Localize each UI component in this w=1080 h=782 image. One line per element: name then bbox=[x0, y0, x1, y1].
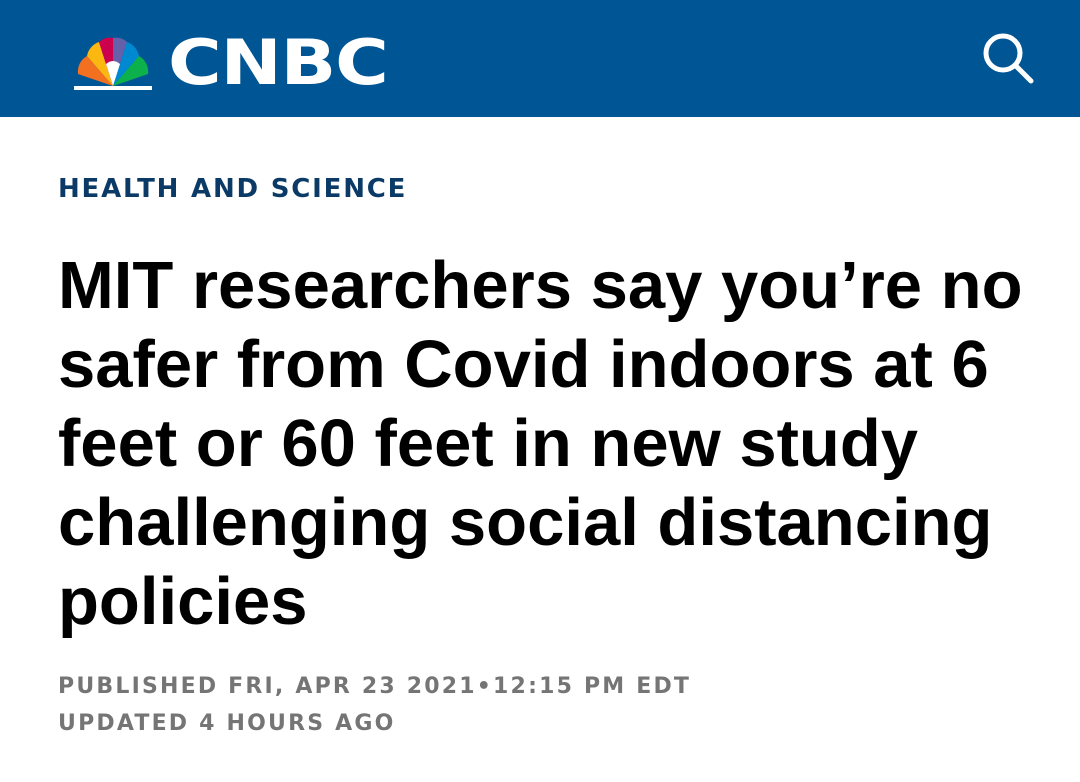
search-icon bbox=[983, 33, 1034, 84]
published-timestamp: PUBLISHED FRI, APR 23 2021•12:15 PM EDT bbox=[58, 674, 692, 699]
site-header: CNBC bbox=[0, 0, 1080, 117]
search-button[interactable] bbox=[978, 28, 1038, 88]
cnbc-wordmark: CNBC bbox=[168, 26, 389, 99]
article-headline: MIT researchers say you’re no safer from… bbox=[58, 248, 1023, 639]
cnbc-logo[interactable]: CNBC bbox=[64, 32, 389, 94]
section-link[interactable]: HEALTH AND SCIENCE bbox=[58, 174, 408, 204]
updated-timestamp: UPDATED 4 HOURS AGO bbox=[58, 711, 396, 736]
nbc-peacock-icon bbox=[74, 37, 152, 90]
